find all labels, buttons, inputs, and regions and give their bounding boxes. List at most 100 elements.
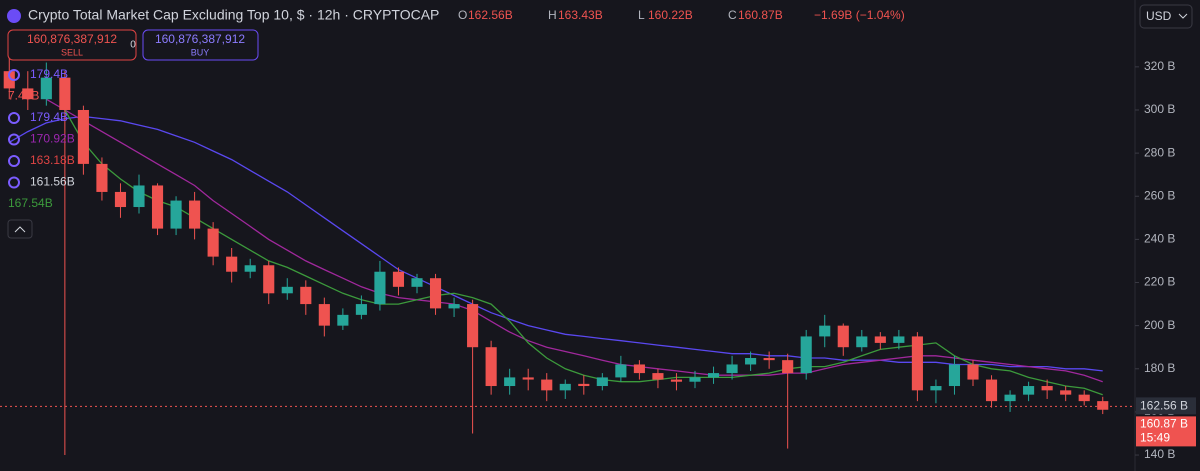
prev-price: 162.56 B [1140,399,1188,413]
candle-body [782,360,794,374]
spread: 0 [130,40,136,51]
candle-body [467,304,479,348]
indicator-value: 161.56B [30,175,75,189]
collapse-icon [14,226,26,233]
candle-body [374,271,386,305]
ohlc-value: 160.87B [738,8,783,22]
candle-body [578,383,590,387]
candle-body [429,278,442,309]
countdown: 15:49 [1140,431,1170,445]
candle-body [504,377,516,387]
indicator-icon [8,133,20,146]
candle-body [911,336,923,391]
chart-title: Crypto Total Market Cap Excluding Top 10… [28,7,439,23]
candle-body [1041,386,1053,391]
indicator-value: 179.4B [30,110,68,124]
candle-body [707,373,720,378]
sell-button[interactable] [7,29,137,61]
candle-body [448,304,460,309]
candle-body [615,364,627,378]
candle-body [1097,401,1109,410]
plot [0,56,1139,456]
sell-price: 160,876,387,912 [27,32,117,46]
y-tick-label: 280 B [1144,145,1175,159]
indicator-value: 163.18B [30,153,75,167]
currency-select[interactable] [1139,4,1193,29]
candle-body [1078,394,1090,402]
sell-label: SELL [61,47,83,57]
dropdown-caret [1178,13,1188,19]
candle-body [207,228,219,257]
y-tick-label: 300 B [1144,102,1175,116]
ohlc-key: H [548,8,557,22]
indicator-icon [8,155,20,167]
indicator-icon [8,112,20,124]
moving-average [45,98,1103,383]
buy-button[interactable] [142,29,259,61]
collapse-button[interactable] [7,219,33,239]
candle-body [633,364,645,374]
candle-body [151,185,164,229]
candle-body [1023,386,1035,395]
y-tick-label: 220 B [1144,275,1175,289]
candle-body [874,336,886,343]
candle-body [745,357,757,365]
overlay: Crypto Total Market Cap Excluding Top 10… [7,4,1196,461]
indicator-icon [8,176,20,189]
candle-body [281,286,293,294]
moving-average [64,109,1103,396]
indicator-value: 170.92B [30,132,75,146]
candle-body [726,364,738,374]
candle-body [133,185,145,208]
y-tick-label: 320 B [1144,59,1175,73]
candle-body [226,256,238,272]
candle-body [170,200,182,229]
candle-body [3,71,15,89]
moving-average [8,115,1103,372]
candle-body [300,286,312,305]
candle-body [189,200,201,229]
indicator-value: 179.4B [30,67,68,81]
candle-body [948,364,961,387]
currency-label: USD [1146,9,1172,23]
candle-body [670,379,683,382]
candle-body [819,325,831,337]
candle-body [485,347,497,387]
candle-body [1004,394,1016,402]
y-tick-label: 260 B [1144,188,1175,202]
y-tick-label: 140 B [1144,447,1175,461]
y-tick-label: 200 B [1144,318,1175,332]
last-price: 160.87 B [1140,417,1188,431]
candle-body [392,271,405,287]
candle-body [689,377,701,382]
candle-body [96,163,108,192]
candle-body [263,265,275,294]
candle-body [22,88,34,100]
candle-body [652,373,664,380]
indicator-icon [8,69,20,81]
candle-body [522,377,534,380]
candle-body [596,377,608,387]
ohlc-value: 160.22B [648,8,693,22]
candle-body [244,265,256,272]
indicator-value: 167.54B [8,196,53,210]
candle-body [800,336,812,374]
ohlc-key: O [458,8,467,22]
candle-body [893,336,905,343]
change: −1.69B (−1.04%) [814,8,905,22]
buy-price: 160,876,387,912 [155,32,245,46]
last-price-box [1136,416,1196,447]
candle-body [59,77,71,110]
y-tick-label: 180 B [1144,361,1175,375]
ohlc-value: 163.43B [558,8,603,22]
prev-price-box [1136,397,1196,415]
symbol-icon [7,9,21,23]
ohlc-key: C [728,8,737,22]
candle-body [763,357,775,361]
candle-body [985,379,998,402]
candle-body [40,77,52,100]
y-tick-label: 240 B [1144,232,1175,246]
ohlc-key: L [638,8,645,22]
